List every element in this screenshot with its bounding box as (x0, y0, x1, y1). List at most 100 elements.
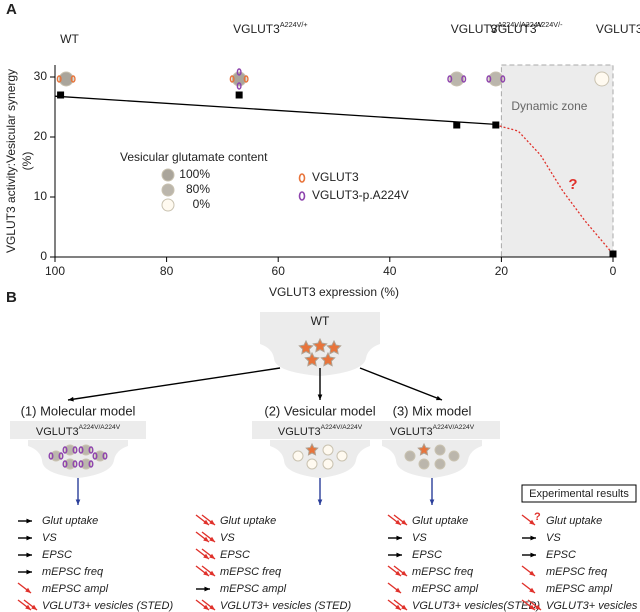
panel-label: A (6, 1, 17, 18)
wt-box (260, 312, 380, 338)
result-label: mEPSC freq (220, 566, 282, 578)
decrease-arrow-head (31, 604, 37, 610)
cell (260, 338, 380, 376)
no-change-arrow-head (26, 569, 32, 575)
model-arrow (67, 367, 281, 401)
result-label: mEPSC freq (546, 566, 608, 578)
result-label: EPSC (412, 549, 442, 561)
x-tick-label: 60 (272, 264, 286, 278)
result-label: VGLUT3+ vesicles (STED) (42, 600, 173, 612)
protein (72, 446, 78, 454)
model-title: (2) Vesicular model (264, 403, 375, 418)
y-tick-label: 30 (34, 69, 48, 83)
cell (382, 440, 482, 478)
protein (78, 446, 84, 454)
legend-swatch (298, 173, 306, 183)
decrease-arrow-head (529, 570, 535, 576)
vesicle-star (298, 339, 314, 355)
model-arrow (359, 367, 443, 401)
genotype-label-sup: A224V/+ (280, 20, 308, 29)
genotype-label-base: VGLUT3 (451, 22, 498, 36)
x-tick-label: 40 (383, 264, 397, 278)
result-label: mEPSC ampl (546, 583, 613, 595)
vesicle (292, 450, 304, 462)
x-tick-label: 100 (45, 264, 65, 278)
decrease-arrow-head (209, 570, 215, 576)
down-arrow-head (317, 499, 323, 505)
decrease-arrow-head (529, 587, 535, 593)
experimental-box (521, 484, 637, 503)
genotype-label-sup: A224V/A224V (497, 20, 542, 29)
legend-label: VGLUT3-p.A224V (312, 188, 409, 202)
data-point (492, 121, 500, 129)
genotype-label-base: VGLUT3 (596, 22, 640, 36)
protein (62, 446, 68, 454)
genotype-label: VGLUT3A224V/- (490, 20, 563, 36)
protein (500, 75, 506, 83)
x-axis-label: VGLUT3 expression (%) (269, 285, 399, 299)
decrease-arrow-head (25, 604, 31, 610)
legend-title: Vesicular glutamate content (120, 150, 268, 164)
protein (102, 452, 108, 460)
legend-swatch (298, 191, 306, 201)
y-tick-label: 10 (34, 189, 48, 203)
genotype-label: VGLUT3A224V/A224V (36, 424, 121, 438)
legend-label: VGLUT3 (312, 170, 359, 184)
dynamic-curve (495, 124, 614, 255)
decrease-arrow-head (395, 604, 401, 610)
vesicle (58, 71, 74, 87)
protein (48, 452, 54, 460)
genotype-box (252, 421, 388, 439)
result-note: ? (534, 511, 541, 523)
protein (70, 75, 76, 83)
decrease-arrow-head (209, 604, 215, 610)
decrease-arrow-head (529, 519, 535, 525)
genotype-label-sup: A224V/- (537, 20, 564, 29)
data-point (609, 250, 617, 258)
no-change-arrow-head (26, 552, 32, 558)
vesicle-star (304, 351, 320, 367)
result-label: mEPSC ampl (412, 583, 479, 595)
vesicle-star (312, 337, 328, 353)
protein (78, 460, 84, 468)
protein (62, 460, 68, 468)
result-label: VGLUT3+ vesicles (546, 600, 638, 612)
vesicle-star (326, 339, 342, 355)
genotype-label-sup: A224V/A224V (433, 424, 475, 431)
genotype-label-base: VGLUT3 (390, 426, 433, 438)
genotype-label-base: WT (60, 32, 79, 46)
vesicle (80, 458, 92, 470)
protein (447, 75, 453, 83)
decrease-arrow-head (203, 570, 209, 576)
model-arrow-head (436, 395, 442, 401)
vesicle (161, 183, 175, 197)
result-label: mEPSC freq (42, 566, 104, 578)
panel-label: B (6, 289, 17, 306)
vesicle (50, 450, 62, 462)
data-point (453, 121, 461, 129)
data-point (235, 91, 243, 99)
result-label: mEPSC ampl (42, 583, 109, 595)
no-change-arrow-head (396, 552, 402, 558)
vesicle (448, 450, 460, 462)
protein (56, 75, 62, 83)
protein (58, 452, 64, 460)
genotype-label: VGLUT3A224V/A224V (390, 424, 475, 438)
vesicle (404, 450, 416, 462)
genotype-box (364, 421, 500, 439)
vesicle (64, 458, 76, 470)
vesicle (488, 71, 504, 87)
down-arrow-head (429, 499, 435, 505)
genotype-label-base: VGLUT3 (278, 426, 321, 438)
trend-line (54, 95, 496, 126)
protein (243, 75, 249, 83)
protein (236, 68, 242, 76)
y-tick-label: 0 (40, 249, 47, 263)
result-label: Glut uptake (412, 515, 468, 527)
legend-label: 80% (186, 182, 210, 196)
decrease-arrow-head (203, 604, 209, 610)
genotype-label: VGLUT3-/- (596, 20, 640, 36)
protein (236, 82, 242, 90)
decrease-arrow-head (25, 587, 31, 593)
